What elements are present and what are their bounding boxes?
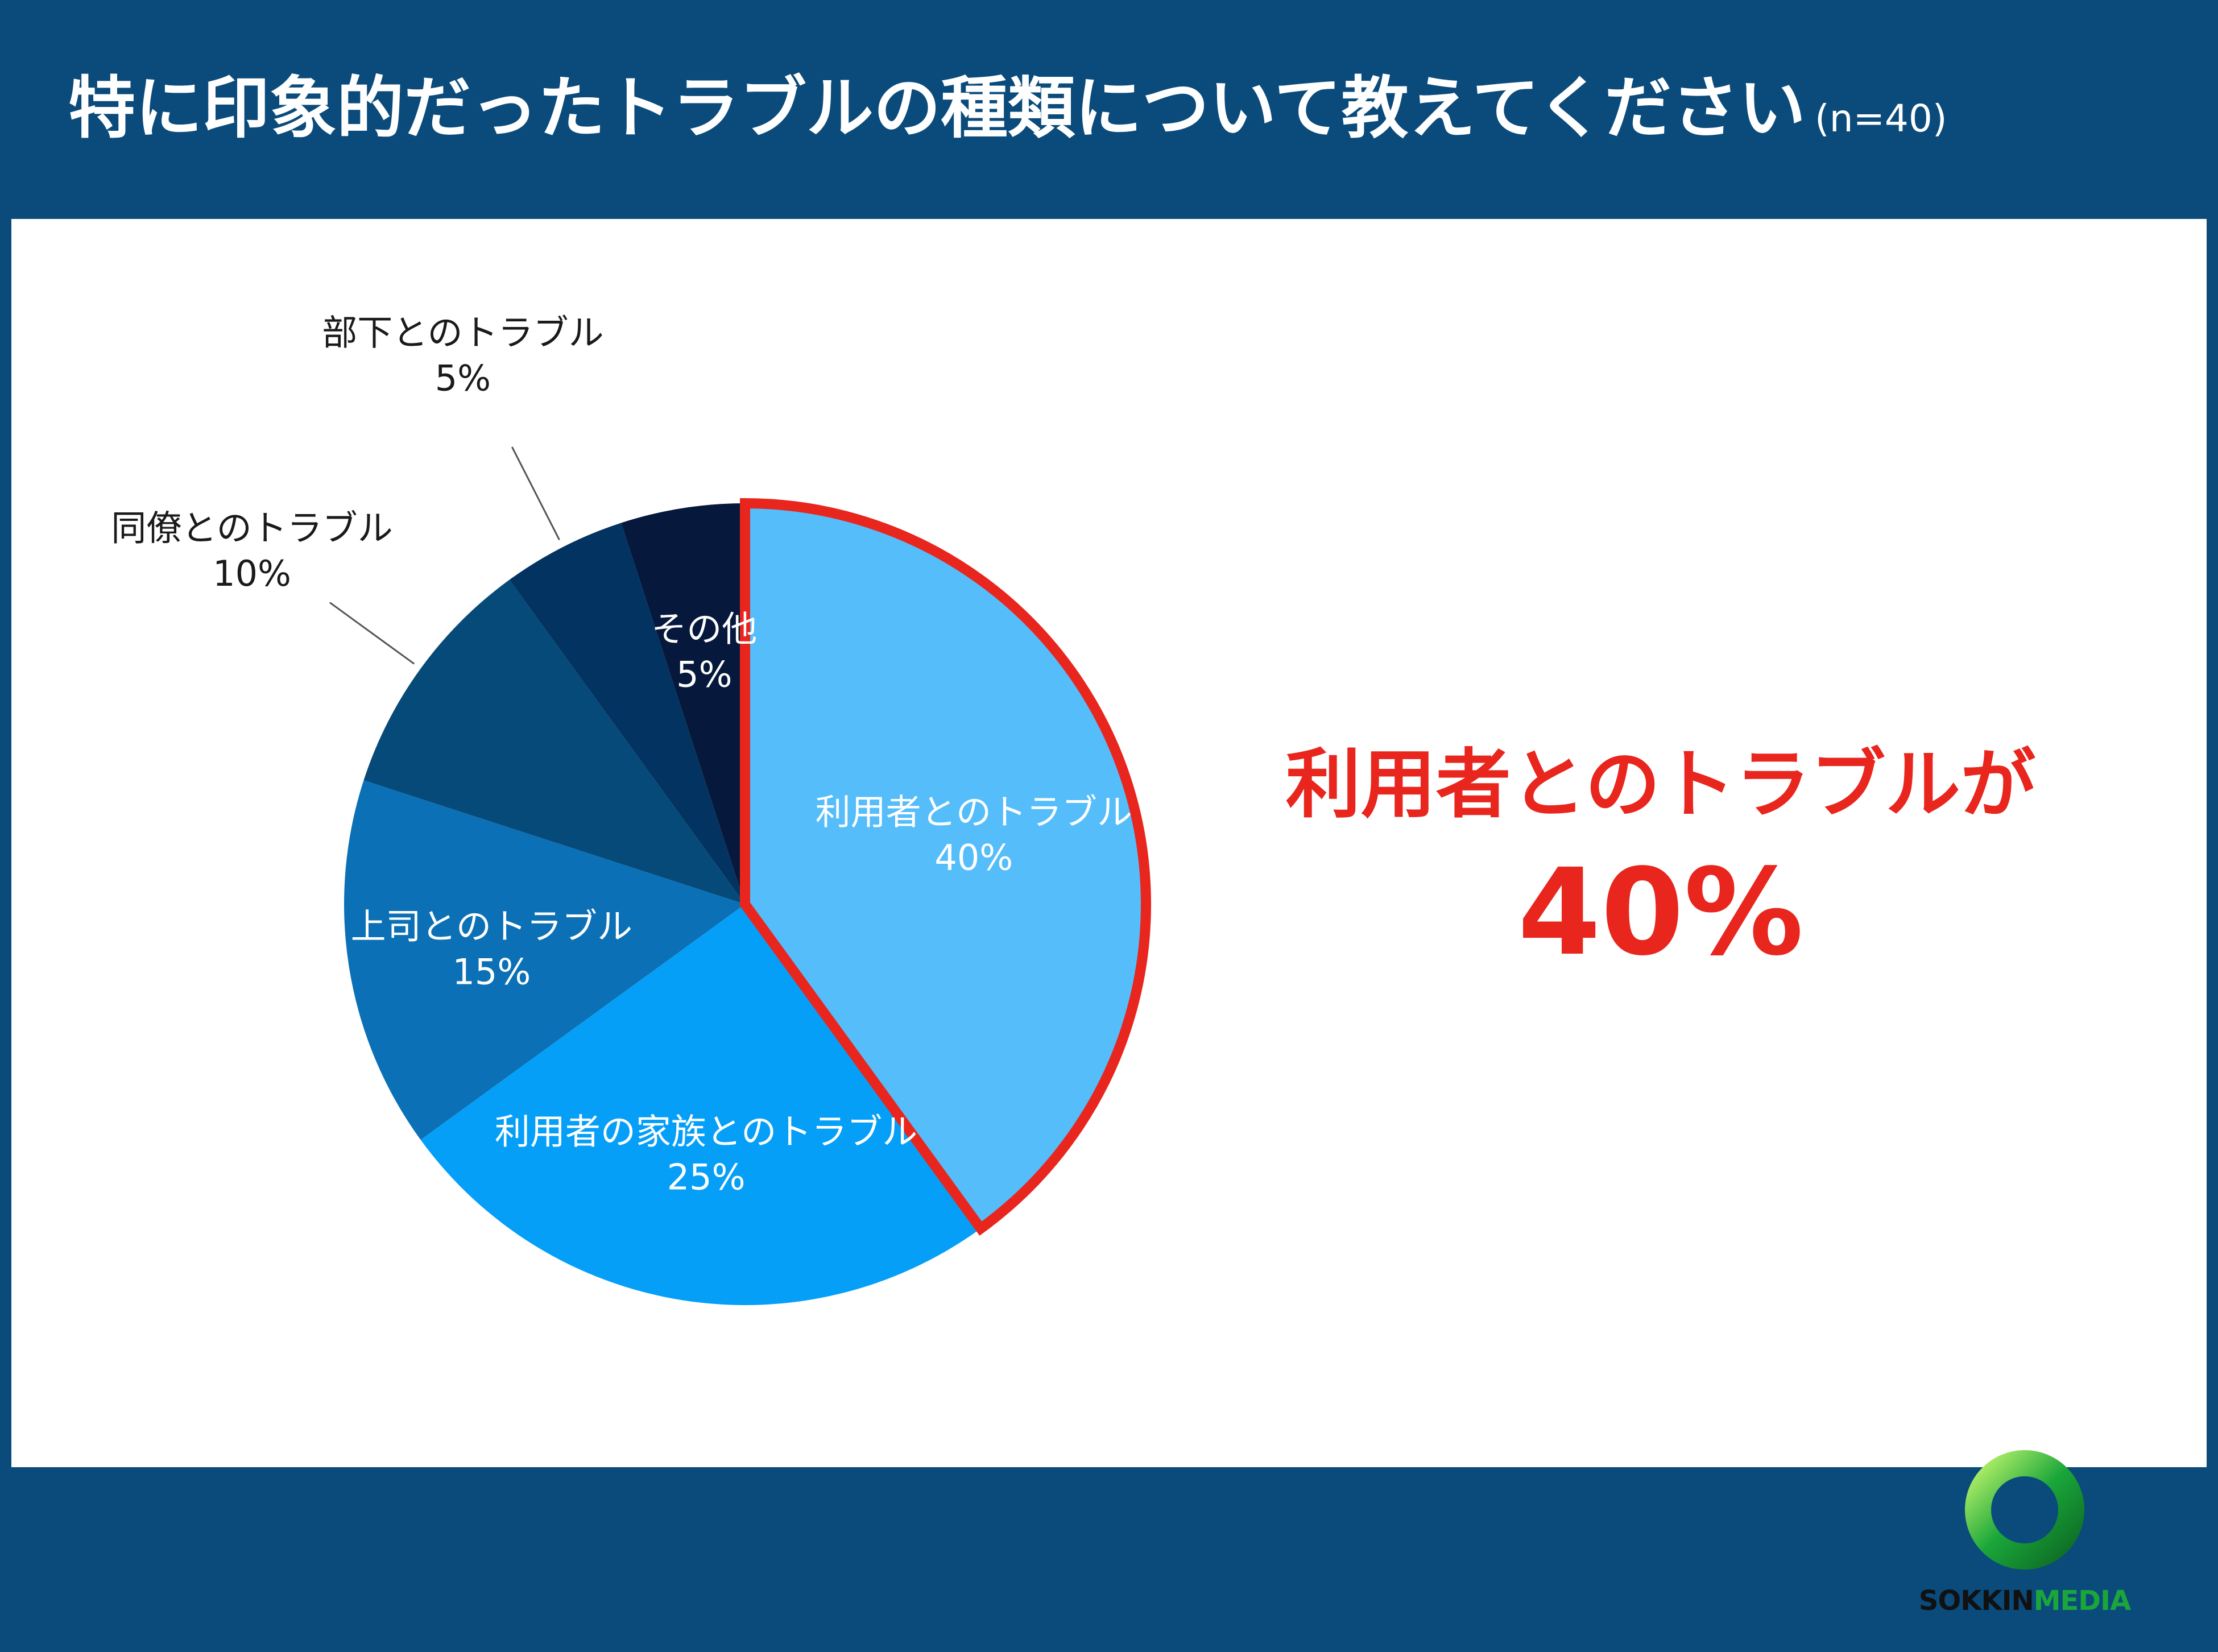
slice-category-label-1: 利用者とのトラブル <box>816 791 1132 833</box>
pie-slice-6 <box>621 503 745 904</box>
slice-value-label-2: 25% <box>667 1157 746 1198</box>
pie-slice-4 <box>363 579 745 904</box>
slice-value-label-6: 5% <box>676 653 732 695</box>
slice-category-label-6: その他 <box>651 608 757 649</box>
pie-slice-1 <box>745 503 1146 1229</box>
sample-size: (n=40) <box>1815 97 1947 140</box>
highlighted-slice-outline <box>740 498 1151 1236</box>
slice-value-label-1: 40% <box>934 837 1013 878</box>
slice-value-label-5: 5% <box>435 357 491 399</box>
slice-category-label-4: 同僚とのトラブル <box>111 507 392 549</box>
leader-line-4 <box>329 602 415 665</box>
slice-category-label-5: 部下とのトラブル <box>322 312 603 353</box>
sokkin-media-logo: SOKKINMEDIA <box>1911 1436 2138 1652</box>
pie-slice-3 <box>344 780 745 1140</box>
leader-line-5 <box>511 446 560 540</box>
chart-panel: 利用者とのトラブル 40% 利用者の家族とのトラブル 25% 上司とのトラブル 15% 同僚… <box>11 219 2207 1617</box>
slice-value-label-4: 10% <box>213 553 291 594</box>
header-bar: 特に印象的だったトラブルの種類について教えてください (n=40) <box>0 0 2218 216</box>
pie-slice-2 <box>420 904 981 1305</box>
highlight-value: 40% <box>1517 843 1804 982</box>
logo-wordmark: SOKKINMEDIA <box>1911 1585 2138 1617</box>
slice-category-label-2: 利用者の家族とのトラブル <box>495 1111 917 1153</box>
slice-value-label-3: 15% <box>452 951 531 993</box>
pie-slice-5 <box>509 523 745 904</box>
logo-word-sokkin: SOKKIN <box>1918 1585 2034 1617</box>
highlight-callout: 利用者とのトラブルが 40% <box>1183 734 2138 984</box>
logo-word-media: MEDIA <box>2033 1585 2131 1617</box>
slice-category-label-3: 上司とのトラブル <box>351 906 632 947</box>
page-title: 特に印象的だったトラブルの種類について教えてください (n=40) <box>68 68 1947 159</box>
highlight-text: 利用者とのトラブルが <box>1285 741 2036 829</box>
logo-ring-icon <box>1965 1450 2084 1570</box>
title-text: 特に印象的だったトラブルの種類について教えてください <box>68 69 1806 147</box>
